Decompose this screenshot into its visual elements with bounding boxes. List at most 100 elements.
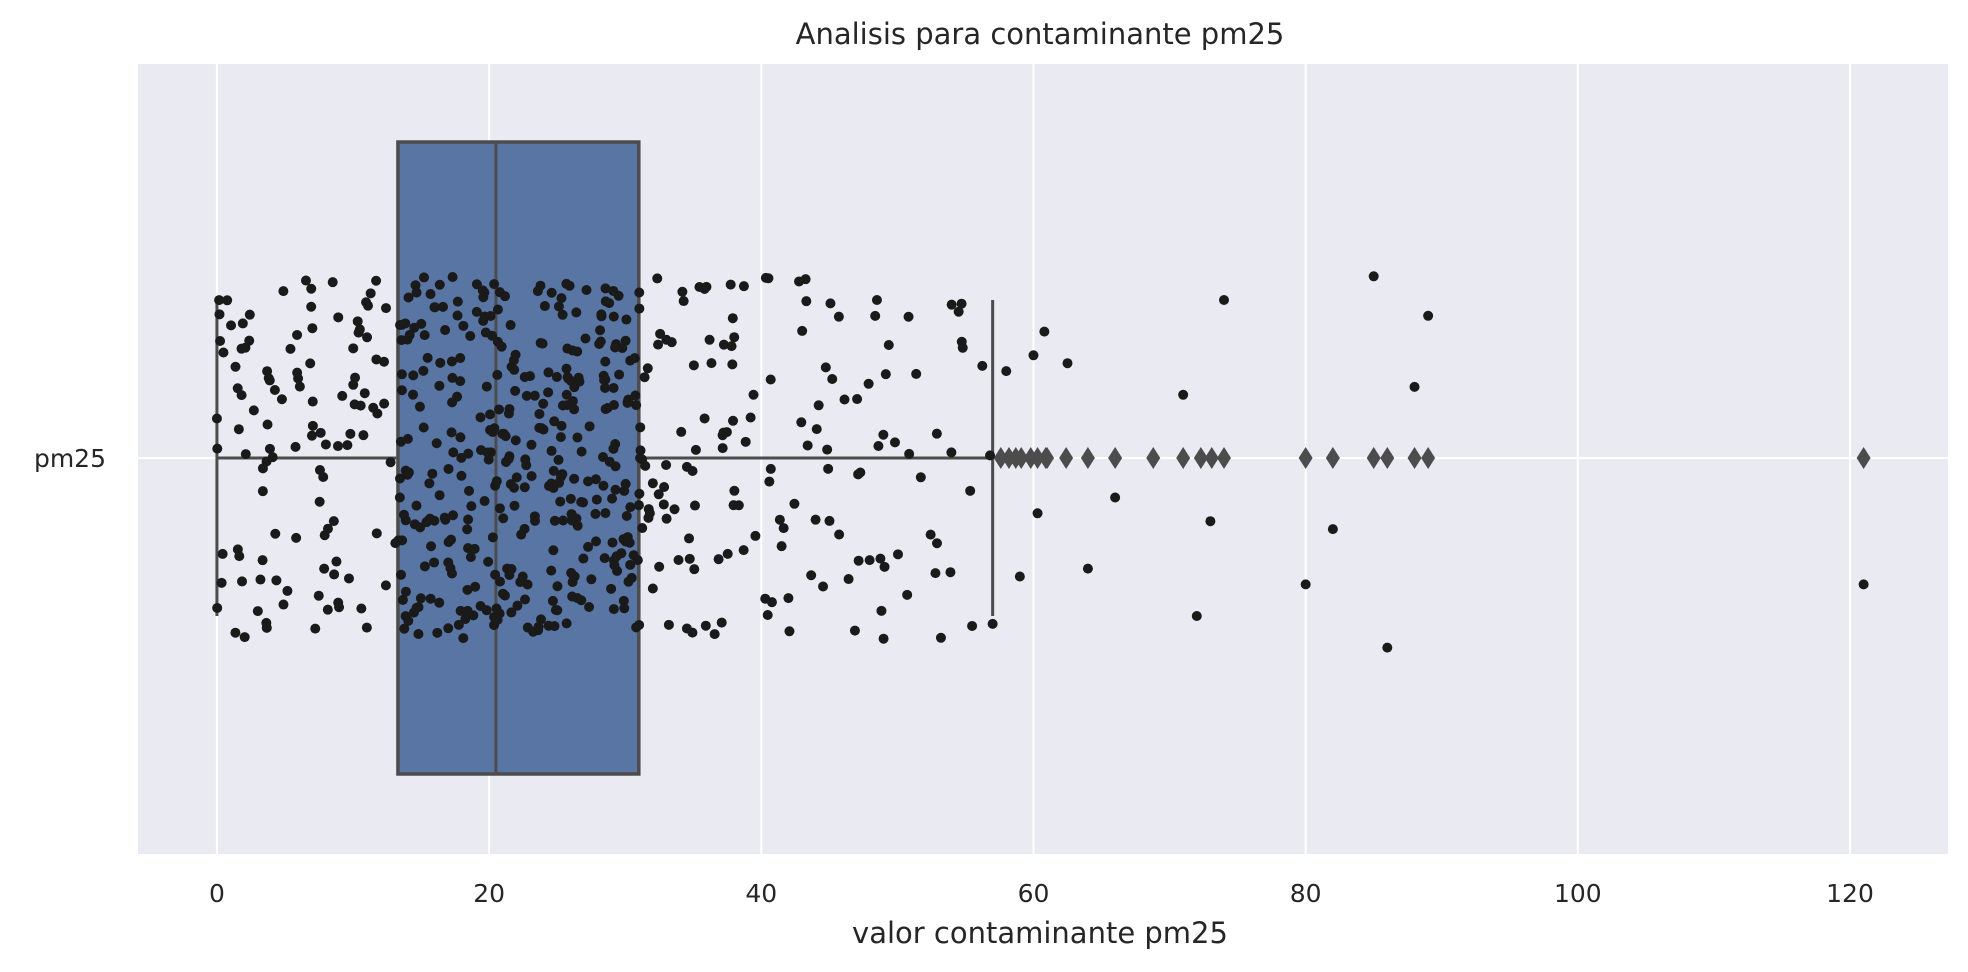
outlier-marker: [1366, 447, 1381, 469]
strip-point: [257, 555, 268, 566]
outlier-marker: [1146, 447, 1161, 469]
strip-point: [305, 358, 316, 369]
strip-point: [475, 412, 486, 423]
strip-point: [957, 342, 968, 353]
strip-point: [827, 374, 838, 385]
strip-point: [506, 607, 517, 618]
strip-point: [663, 619, 674, 630]
strip-point: [529, 390, 540, 401]
strip-point: [580, 333, 591, 344]
strip-point: [634, 619, 645, 630]
strip-point: [716, 617, 727, 628]
strip-point: [930, 568, 941, 579]
strip-point: [578, 553, 589, 564]
strip-point: [413, 628, 424, 639]
strip-point: [278, 286, 289, 297]
strip-point: [535, 280, 546, 291]
strip-point: [269, 384, 280, 395]
strip-point: [625, 502, 636, 513]
strip-point: [448, 510, 459, 521]
outlier-marker: [1856, 447, 1871, 469]
strip-point: [760, 272, 771, 283]
strip-point: [727, 313, 738, 324]
strip-point: [567, 591, 578, 602]
strip-point: [380, 580, 391, 591]
strip-point: [967, 620, 978, 631]
strip-point: [635, 453, 646, 464]
strip-point: [403, 615, 414, 626]
strip-point: [1032, 508, 1043, 519]
strip-point: [725, 279, 736, 290]
outlier-marker: [1325, 447, 1340, 469]
strip-point: [576, 496, 587, 507]
strip-point: [849, 625, 860, 636]
strip-point: [581, 284, 592, 295]
strip-point: [361, 622, 372, 633]
strip-point: [764, 476, 775, 487]
strip-point: [610, 461, 621, 472]
strip-point: [356, 603, 367, 614]
strip-point: [569, 571, 580, 582]
strip-point: [455, 376, 466, 387]
strip-point: [371, 275, 382, 286]
strip-point: [348, 343, 359, 354]
strip-point: [676, 426, 687, 437]
x-tick-label: 20: [473, 879, 505, 908]
strip-point: [1205, 516, 1216, 527]
strip-point: [620, 536, 631, 547]
strip-point: [653, 339, 664, 350]
strip-point: [626, 572, 637, 583]
strip-point: [599, 553, 610, 564]
strip-point: [654, 561, 665, 572]
strip-point: [276, 394, 287, 405]
strip-point: [813, 400, 824, 411]
strip-point: [307, 420, 318, 431]
strip-point: [556, 293, 567, 304]
strip-point: [232, 544, 243, 555]
strip-point: [403, 292, 414, 303]
strip-point: [252, 606, 263, 617]
strip-point: [509, 500, 520, 511]
strip-point: [418, 272, 429, 283]
strip-point: [824, 515, 835, 526]
strip-point: [879, 561, 890, 572]
strip-point: [352, 316, 363, 327]
strip-point: [677, 286, 688, 297]
strip-point: [333, 312, 344, 323]
strip-point: [722, 548, 733, 559]
strip-point: [852, 394, 863, 405]
strip-point: [425, 289, 436, 300]
strip-point: [561, 389, 572, 400]
strip-point: [750, 530, 761, 541]
strip-point: [469, 543, 480, 554]
strip-point: [520, 594, 531, 605]
strip-point: [762, 610, 773, 621]
strip-point: [414, 401, 425, 412]
strip-point: [1382, 642, 1393, 653]
strip-point: [498, 513, 509, 524]
x-tick-label: 120: [1826, 879, 1874, 908]
strip-point: [465, 552, 476, 563]
strip-point: [424, 478, 435, 489]
strip-point: [977, 360, 988, 371]
strip-point: [503, 408, 514, 419]
strip-point: [931, 428, 942, 439]
strip-point: [495, 576, 506, 587]
strip-point: [264, 375, 275, 386]
strip-point: [546, 287, 557, 298]
strip-point: [987, 618, 998, 629]
strip-point: [285, 343, 296, 354]
strip-point: [519, 371, 530, 382]
strip-point: [584, 601, 595, 612]
outlier-marker: [1380, 447, 1395, 469]
strip-point: [396, 385, 407, 396]
strip-point: [458, 633, 469, 644]
strip-point: [448, 447, 459, 458]
strip-point: [600, 404, 611, 415]
strip-point: [300, 275, 311, 286]
strip-point: [600, 382, 611, 393]
strip-point: [337, 390, 348, 401]
strip-point: [429, 515, 440, 526]
strip-point: [434, 490, 445, 501]
strip-point: [639, 372, 650, 383]
